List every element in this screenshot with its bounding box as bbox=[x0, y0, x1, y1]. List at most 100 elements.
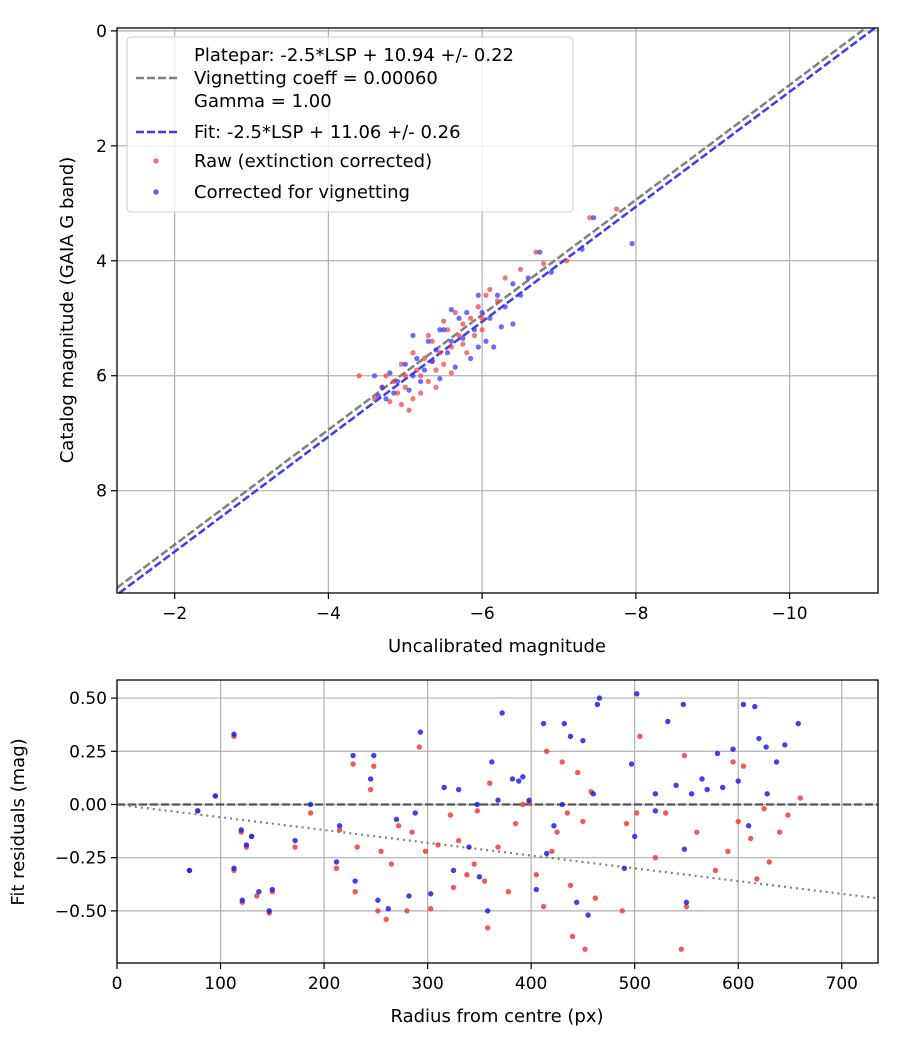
corrected-data-point bbox=[466, 844, 472, 850]
corrected-data-point bbox=[448, 307, 454, 313]
raw-data-point bbox=[520, 801, 526, 808]
raw-data-point bbox=[483, 292, 489, 298]
legend-platepar-line2: Vignetting coeff = 0.00060 bbox=[194, 68, 438, 89]
corrected-data-point bbox=[243, 842, 250, 848]
raw-data-point bbox=[254, 893, 260, 899]
raw-data-point bbox=[471, 332, 478, 339]
corrected-data-point bbox=[186, 867, 193, 874]
raw-data-point bbox=[761, 806, 767, 812]
raw-data-point bbox=[333, 865, 340, 872]
legend-raw-label: Raw (extinction corrected) bbox=[194, 151, 432, 172]
raw-data-point bbox=[378, 848, 384, 854]
corrected-data-point bbox=[406, 893, 412, 899]
corrected-data-point bbox=[745, 823, 752, 829]
x-tick-label: 0 bbox=[112, 974, 123, 994]
x-axis-label: Uncalibrated magnitude bbox=[388, 636, 606, 657]
corrected-data-point bbox=[394, 378, 401, 385]
tick-marks: 0 100 200 300 400 500 600 700 0.50 0.25 0.00 −0.25 −… bbox=[55, 689, 858, 994]
raw-data-point bbox=[614, 206, 620, 212]
raw-data-point bbox=[444, 327, 451, 333]
corrected-data-point bbox=[238, 827, 244, 833]
raw-data-point bbox=[619, 908, 625, 914]
y-tick-label: 0.00 bbox=[69, 795, 107, 815]
corrected-data-point bbox=[782, 742, 788, 748]
raw-data-point bbox=[637, 733, 643, 740]
fit-line bbox=[118, 26, 876, 595]
raw-data-point bbox=[464, 350, 470, 356]
legend-platepar-line3: Gamma = 1.00 bbox=[194, 91, 332, 112]
corrected-data-point bbox=[525, 275, 531, 281]
legend-platepar-line1: Platepar: -2.5*LSP + 10.94 +/- 0.22 bbox=[194, 45, 514, 66]
raw-data-point bbox=[356, 373, 362, 379]
raw-data-point bbox=[448, 370, 454, 376]
plot-frame bbox=[116, 27, 879, 594]
corrected-data-point bbox=[441, 784, 447, 791]
raw-data-point bbox=[549, 848, 555, 854]
y-tick-label: 0 bbox=[96, 22, 107, 42]
raw-data-point bbox=[766, 859, 772, 865]
corrected-data-point bbox=[543, 850, 550, 857]
raw-data-point bbox=[452, 309, 458, 316]
raw-data-point bbox=[678, 946, 684, 952]
corrected-data-point bbox=[414, 355, 420, 362]
corrected-data-point bbox=[437, 327, 443, 333]
raw-data-point bbox=[730, 759, 736, 765]
raw-data-point bbox=[367, 786, 374, 793]
corrected-data-point bbox=[483, 338, 489, 344]
raw-data-point bbox=[582, 946, 588, 952]
legend: Platepar: -2.5*LSP + 10.94 +/- 0.22 Vign… bbox=[126, 36, 574, 213]
raw-data-point bbox=[350, 761, 356, 767]
legend-corrected-label: Corrected for vignetting bbox=[194, 182, 410, 203]
data-points bbox=[356, 206, 635, 413]
y-tick-label: 4 bbox=[96, 252, 107, 272]
corrected-data-point bbox=[634, 691, 640, 697]
corrected-data-point bbox=[437, 376, 443, 382]
x-tick-label: 500 bbox=[618, 974, 650, 994]
corrected-data-point bbox=[680, 701, 687, 708]
raw-data-point bbox=[402, 384, 408, 390]
corrected-data-point bbox=[456, 315, 462, 321]
raw-data-point bbox=[418, 373, 424, 379]
raw-data-point bbox=[564, 810, 571, 816]
raw-data-point bbox=[429, 338, 435, 344]
corrected-data-point bbox=[537, 249, 543, 255]
y-tick-label: −0.25 bbox=[55, 849, 107, 869]
corrected-data-point bbox=[239, 897, 245, 903]
raw-data-point bbox=[505, 889, 512, 895]
raw-data-point bbox=[447, 812, 454, 818]
x-tick-label: −8 bbox=[623, 604, 648, 624]
raw-data-point bbox=[533, 249, 539, 255]
x-axis-label: Radius from centre (px) bbox=[390, 1006, 603, 1027]
corrected-data-point bbox=[441, 327, 447, 333]
corrected-data-point bbox=[450, 867, 457, 874]
corrected-data-point bbox=[418, 378, 424, 385]
x-tick-label: −4 bbox=[316, 604, 341, 624]
corrected-data-point bbox=[336, 823, 343, 829]
platepar-line bbox=[116, 26, 867, 589]
raw-data-point bbox=[455, 837, 462, 844]
raw-data-point bbox=[414, 367, 420, 373]
corrected-data-point bbox=[510, 281, 516, 287]
legend-box bbox=[126, 36, 574, 213]
raw-data-point bbox=[712, 867, 719, 874]
raw-data-point bbox=[450, 884, 457, 891]
raw-data-point bbox=[681, 752, 688, 759]
corrected-data-point bbox=[428, 891, 434, 897]
corrected-data-point bbox=[479, 309, 485, 316]
raw-data-point bbox=[456, 332, 462, 339]
corrected-data-point bbox=[652, 808, 659, 814]
raw-data-point bbox=[694, 829, 700, 835]
corrected-data-point bbox=[471, 327, 478, 333]
raw-data-point bbox=[735, 818, 741, 825]
raw-data-point bbox=[543, 748, 550, 754]
corrected-data-point bbox=[387, 370, 393, 376]
corrected-data-point bbox=[502, 304, 508, 310]
raw-data-point bbox=[425, 332, 431, 339]
raw-data-point bbox=[623, 820, 630, 827]
legend-fit-label: Fit: -2.5*LSP + 11.06 +/- 0.26 bbox=[194, 122, 461, 143]
corrected-data-point bbox=[585, 912, 591, 918]
corrected-data-point bbox=[429, 358, 435, 364]
raw-data-point bbox=[479, 327, 485, 333]
